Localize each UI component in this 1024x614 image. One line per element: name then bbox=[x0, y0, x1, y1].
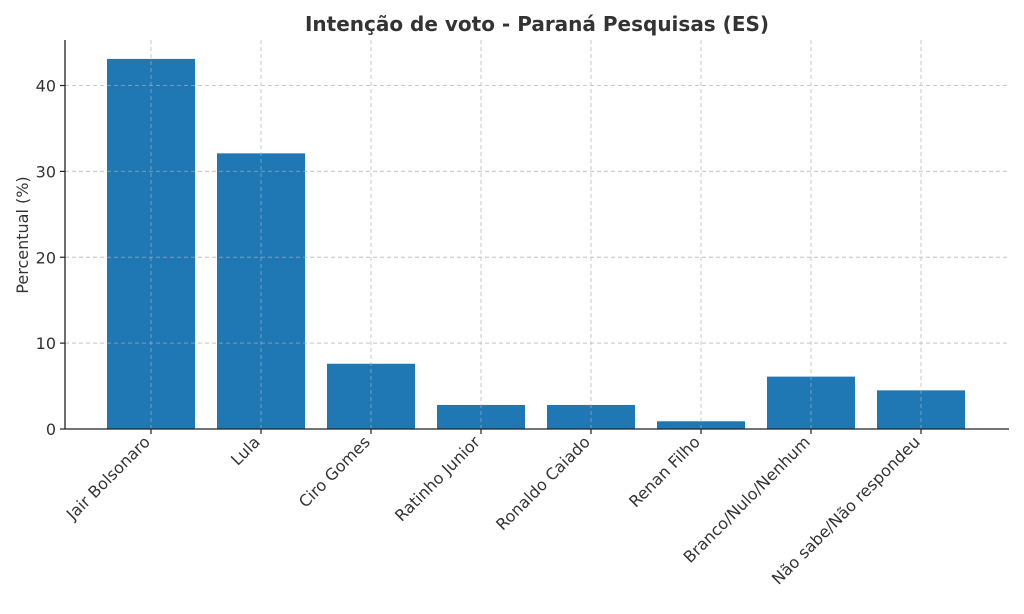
x-ticks: Jair Bolsonaro Lula Ciro Gomes Ratinho Juni… bbox=[62, 429, 924, 588]
x-tick-label: Jair Bolsonaro bbox=[62, 432, 154, 524]
y-ticks: 0 10 20 30 40 bbox=[36, 77, 65, 439]
chart-title: Intenção de voto - Paraná Pesquisas (ES) bbox=[305, 12, 769, 36]
x-tick-label: Ratinho Junior bbox=[391, 432, 484, 525]
y-tick-label: 30 bbox=[36, 162, 56, 181]
x-tick-label: Renan Filho bbox=[625, 432, 704, 511]
y-tick-label: 10 bbox=[36, 334, 56, 353]
bar bbox=[437, 404, 525, 429]
bar bbox=[877, 390, 965, 429]
bars bbox=[65, 40, 1009, 429]
x-tick-label: Ciro Gomes bbox=[295, 432, 374, 511]
x-tick-label: Lula bbox=[227, 432, 264, 469]
y-tick-label: 0 bbox=[46, 420, 56, 439]
grid bbox=[65, 40, 1009, 430]
x-tick-label: Branco/Nulo/Nenhum bbox=[679, 432, 813, 566]
bar bbox=[547, 404, 635, 429]
y-tick-label: 20 bbox=[36, 248, 56, 267]
y-axis-label: Percentual (%) bbox=[13, 176, 32, 293]
axes bbox=[64, 40, 1009, 430]
x-tick-label: Ronaldo Caiado bbox=[492, 432, 594, 534]
y-tick-label: 40 bbox=[36, 77, 56, 96]
